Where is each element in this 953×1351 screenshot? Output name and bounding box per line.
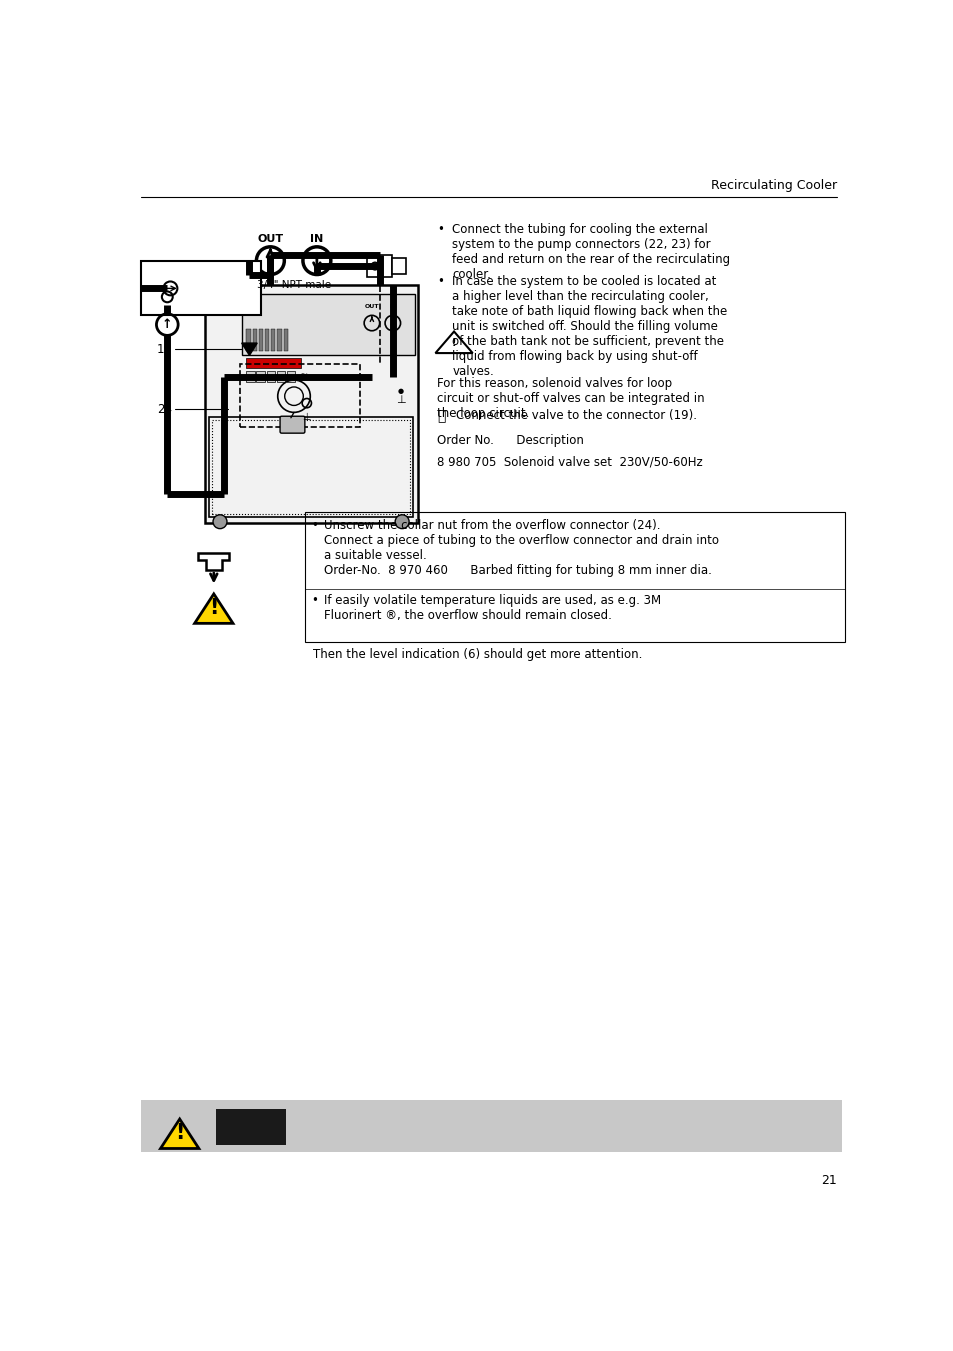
Text: ⊥: ⊥ (302, 412, 311, 423)
Text: IN: IN (310, 234, 323, 243)
Circle shape (371, 262, 378, 270)
Bar (258, 330, 263, 351)
Text: ●: ● (397, 388, 403, 393)
Bar (245, 358, 301, 367)
Bar (216, 1109, 286, 1144)
Text: ↑: ↑ (162, 317, 172, 331)
Text: In case the system to be cooled is located at
a higher level than the recirculat: In case the system to be cooled is locat… (452, 274, 727, 377)
Bar (141, 262, 261, 315)
Polygon shape (194, 594, 233, 623)
Bar (240, 363, 360, 427)
Text: !: ! (209, 598, 218, 617)
Text: OUT: OUT (364, 304, 378, 309)
Text: ≈: ≈ (299, 370, 308, 381)
Bar (212, 420, 410, 513)
Text: Connect the tubing for cooling the external
system to the pump connectors (22, 2: Connect the tubing for cooling the exter… (452, 223, 730, 281)
Bar (266, 370, 274, 381)
Text: Order No.      Description: Order No. Description (436, 434, 583, 447)
Bar (241, 293, 415, 355)
Text: !: ! (452, 339, 456, 349)
Bar (253, 330, 256, 351)
Bar (276, 370, 285, 381)
Bar (246, 330, 251, 351)
Bar (265, 330, 269, 351)
Text: 3/4" NPT male: 3/4" NPT male (256, 280, 331, 290)
Text: OUT: OUT (257, 234, 283, 243)
Bar (283, 330, 288, 351)
Text: •: • (436, 274, 443, 288)
Bar (246, 370, 254, 381)
Text: 19: 19 (157, 343, 172, 355)
Text: •: • (311, 594, 318, 607)
Circle shape (213, 515, 227, 528)
Text: •: • (311, 519, 318, 532)
Text: If easily volatile temperature liquids are used, as e.g. 3M
Fluorinert ®, the ov: If easily volatile temperature liquids a… (323, 594, 660, 621)
Bar (204, 285, 417, 523)
Text: ⓘ: ⓘ (436, 409, 445, 423)
Bar (367, 255, 392, 277)
Text: 8 980 705  Solenoid valve set  230V/50-60Hz: 8 980 705 Solenoid valve set 230V/50-60H… (436, 455, 702, 469)
Polygon shape (241, 343, 257, 355)
Polygon shape (160, 1119, 198, 1148)
Bar (277, 330, 281, 351)
Text: Connect the valve to the connector (19).: Connect the valve to the connector (19). (456, 409, 696, 423)
Circle shape (395, 515, 409, 528)
Text: !: ! (174, 1123, 184, 1143)
Text: Unscrew the collar nut from the overflow connector (24).
Connect a piece of tubi: Unscrew the collar nut from the overflow… (323, 519, 719, 577)
Bar (286, 370, 294, 381)
Text: For this reason, solenoid valves for loop
circuit or shut-off valves can be inte: For this reason, solenoid valves for loo… (436, 377, 704, 420)
Text: Recirculating Cooler: Recirculating Cooler (710, 180, 836, 192)
Text: IN: IN (389, 304, 396, 309)
Text: ⊥: ⊥ (395, 394, 405, 405)
Text: 24: 24 (157, 403, 172, 416)
FancyBboxPatch shape (280, 416, 305, 434)
Bar (271, 330, 275, 351)
Bar (209, 417, 413, 517)
Text: •: • (436, 223, 443, 236)
Bar (256, 370, 265, 381)
Bar (305, 512, 843, 642)
Text: 21: 21 (821, 1174, 836, 1188)
Bar (392, 258, 406, 274)
Text: Then the level indication (6) should get more attention.: Then the level indication (6) should get… (313, 648, 641, 661)
Bar (141, 1100, 841, 1152)
